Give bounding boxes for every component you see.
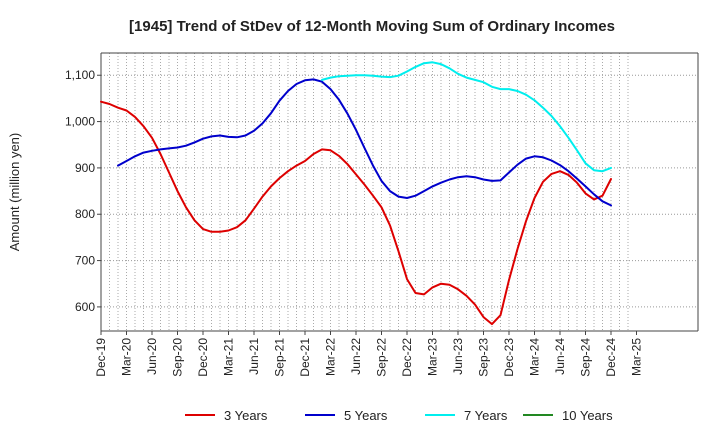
- grid-layer: [97, 53, 698, 335]
- series-line-5-years: [117, 78, 612, 207]
- x-tick-label: Sep-22: [375, 338, 389, 377]
- y-tick-label: 800: [75, 207, 95, 221]
- legend-label-7-years: 7 Years: [464, 408, 508, 423]
- y-tick-label: 700: [75, 254, 95, 268]
- x-tick-label: Dec-23: [502, 338, 516, 377]
- y-tick-label: 1,000: [65, 115, 95, 129]
- x-tick-label: Jun-20: [145, 338, 159, 375]
- x-tick-label: Jun-22: [349, 338, 363, 375]
- y-axis-label: Amount (million yen): [7, 133, 22, 252]
- x-tick-label: Sep-23: [477, 338, 491, 377]
- plot-area: [101, 53, 698, 331]
- x-tick-label: Sep-24: [579, 338, 593, 377]
- x-tick-label: Dec-24: [604, 338, 618, 377]
- legend-label-5-years: 5 Years: [344, 408, 388, 423]
- legend-label-10-years: 10 Years: [562, 408, 613, 423]
- x-tick-label: Dec-21: [298, 338, 312, 377]
- y-tick-label: 600: [75, 300, 95, 314]
- series-line-3-years: [100, 100, 612, 326]
- x-tick-label: Dec-20: [196, 338, 210, 377]
- legend-label-3-years: 3 Years: [224, 408, 268, 423]
- x-tick-label: Mar-20: [120, 338, 134, 376]
- y-tick-labels: 600 700 800 900 1,000 1,100: [65, 68, 95, 314]
- y-tick-label: 1,100: [65, 68, 95, 82]
- x-tick-label: Jun-21: [247, 338, 261, 375]
- x-tick-label: Mar-25: [630, 338, 644, 376]
- y-tick-label: 900: [75, 161, 95, 175]
- x-tick-label: Sep-21: [273, 338, 287, 377]
- x-tick-label: Mar-22: [324, 338, 338, 376]
- x-tick-labels: Dec-19 Mar-20 Jun-20 Sep-20 Dec-20 Mar-21 Jun-…: [94, 338, 644, 377]
- x-tick-label: Jun-23: [451, 338, 465, 375]
- x-tick-label: Sep-20: [171, 338, 185, 377]
- x-tick-label: Dec-22: [400, 338, 414, 377]
- x-tick-label: Dec-19: [94, 338, 108, 377]
- series-line-7-years: [321, 61, 612, 173]
- x-tick-label: Jun-24: [553, 338, 567, 375]
- x-tick-label: Mar-21: [222, 338, 236, 376]
- x-tick-label: Mar-23: [426, 338, 440, 376]
- chart-title: [1945] Trend of StDev of 12-Month Moving…: [129, 18, 615, 35]
- x-tick-label: Mar-24: [528, 338, 542, 376]
- legend: 3 Years 5 Years 7 Years 10 Years: [185, 408, 613, 423]
- series-layer: [100, 61, 612, 326]
